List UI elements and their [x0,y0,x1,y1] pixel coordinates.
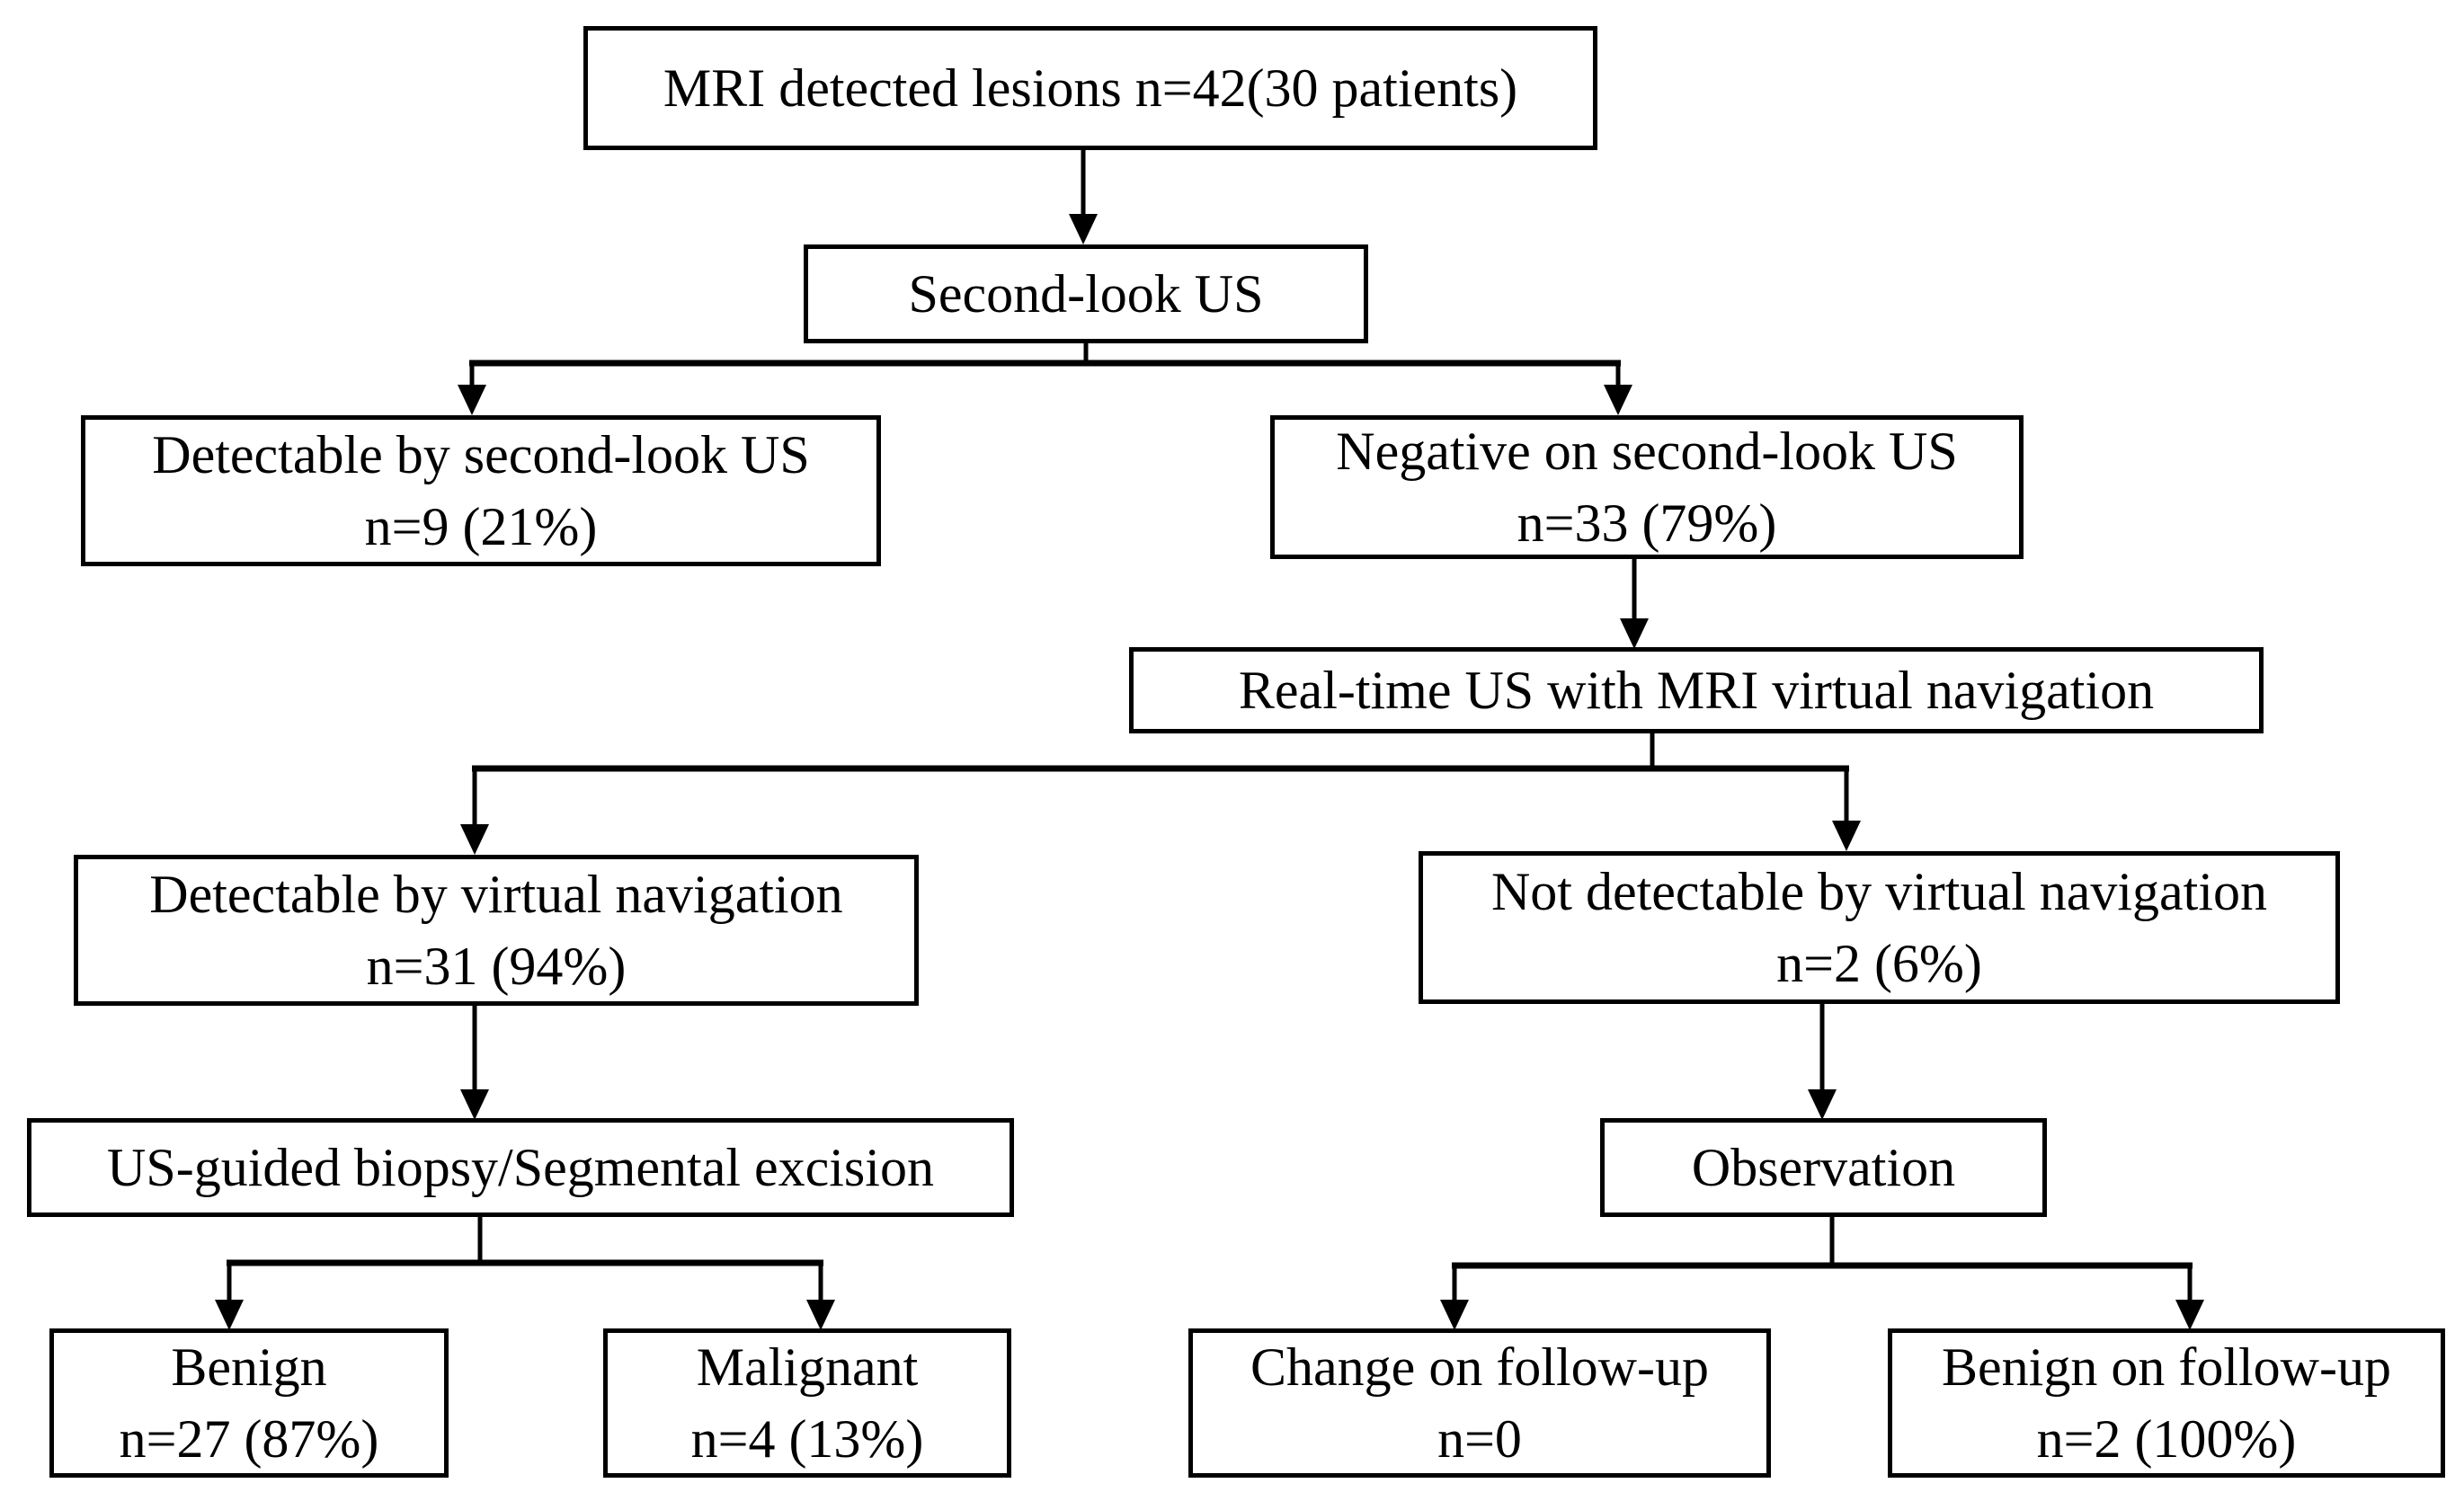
node-malignant: Malignant n=4 (13%) [603,1328,1011,1478]
node-count: n=4 (13%) [690,1409,924,1469]
arrowhead-benign [215,1300,244,1330]
node-not-detectable-by-virtual-navigation: Not detectable by virtual navigation n=2… [1419,851,2340,1004]
node-negative-on-second-look-us: Negative on second-look US n=33 (79%) [1270,415,2024,559]
node-detectable-by-second-look-us: Detectable by second-look US n=9 (21%) [81,415,881,566]
node-label: Negative on second-look US [1336,422,1958,481]
node-count: n=33 (79%) [1517,493,1777,553]
node-label: Detectable by virtual navigation [149,865,843,924]
node-label: Real-time US with MRI virtual navigation [1238,661,2155,720]
node-label: US-guided biopsy/Segmental excision [107,1138,934,1197]
node-count: n=2 (100%) [2036,1409,2297,1469]
node-label: Benign on follow-up [1942,1337,2391,1397]
node-label: Second-look US [908,264,1264,324]
arrowhead-biopsy [460,1089,489,1120]
node-label: Not detectable by virtual navigation [1490,862,2268,921]
node-benign-on-follow-up: Benign on follow-up n=2 (100%) [1888,1328,2445,1478]
node-label: Observation [1691,1138,1956,1197]
arrowhead-navigation [1620,618,1649,649]
node-second-look-us: Second-look US [804,244,1368,343]
node-benign: Benign n=27 (87%) [49,1328,449,1478]
node-change-on-follow-up: Change on follow-up n=0 [1188,1328,1771,1478]
node-count: n=27 (87%) [119,1409,379,1469]
node-count: n=2 (6%) [1776,934,1982,993]
node-detectable-by-virtual-navigation: Detectable by virtual navigation n=31 (9… [74,855,919,1006]
arrowhead-detectable-secondlook [458,385,486,415]
node-count: n=9 (21%) [364,497,598,556]
arrowhead-malignant [806,1300,835,1330]
arrowhead-detectable-virtual [460,824,489,855]
node-observation: Observation [1600,1118,2047,1217]
arrowhead-change-followup [1440,1300,1469,1330]
node-mri-detected-lesions: MRI detected lesions n=42(30 patients) [583,26,1597,150]
node-label: Change on follow-up [1250,1337,1709,1397]
arrowhead-negative-secondlook [1604,385,1632,415]
node-count: n=31 (94%) [366,937,627,996]
arrowhead-not-detectable-virtual [1832,821,1861,851]
arrowhead-secondlook [1069,214,1098,244]
node-label: Detectable by second-look US [152,425,810,484]
arrowhead-benign-followup [2175,1300,2204,1330]
node-realtime-us-mri-virtual-navigation: Real-time US with MRI virtual navigation [1129,647,2264,733]
arrowhead-observation [1808,1089,1837,1120]
node-us-guided-biopsy-segmental-excision: US-guided biopsy/Segmental excision [27,1118,1014,1217]
node-label: Benign [171,1337,327,1397]
node-label: MRI detected lesions n=42(30 patients) [663,58,1518,118]
node-label: Malignant [696,1337,919,1397]
node-count: n=0 [1437,1409,1522,1469]
